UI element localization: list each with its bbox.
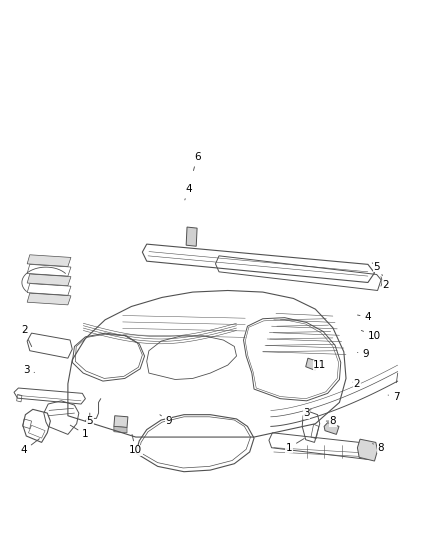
Polygon shape: [114, 426, 127, 433]
Text: 10: 10: [129, 434, 142, 455]
Text: 4: 4: [185, 184, 192, 200]
Text: 8: 8: [373, 443, 385, 453]
Polygon shape: [186, 227, 197, 246]
Text: 3: 3: [303, 408, 311, 418]
Text: 1: 1: [70, 425, 89, 439]
Text: 9: 9: [357, 350, 369, 359]
Text: 7: 7: [388, 392, 400, 402]
Text: 11: 11: [313, 360, 326, 370]
Text: 6: 6: [194, 152, 201, 171]
Text: 5: 5: [372, 262, 380, 271]
Text: 4: 4: [357, 312, 371, 322]
Text: 5: 5: [86, 413, 93, 426]
Text: 2: 2: [21, 326, 32, 346]
Polygon shape: [306, 358, 318, 370]
Text: 3: 3: [23, 366, 35, 375]
Polygon shape: [324, 423, 339, 434]
Polygon shape: [27, 293, 71, 305]
Polygon shape: [27, 274, 71, 286]
Text: 10: 10: [361, 330, 381, 341]
Text: 2: 2: [382, 274, 389, 290]
Text: 4: 4: [21, 439, 39, 455]
Polygon shape: [114, 416, 128, 427]
Text: 1: 1: [286, 439, 304, 453]
Text: 2: 2: [353, 379, 360, 389]
Text: 9: 9: [160, 415, 172, 426]
Polygon shape: [357, 439, 378, 461]
Polygon shape: [27, 255, 71, 266]
Text: 8: 8: [326, 416, 336, 426]
